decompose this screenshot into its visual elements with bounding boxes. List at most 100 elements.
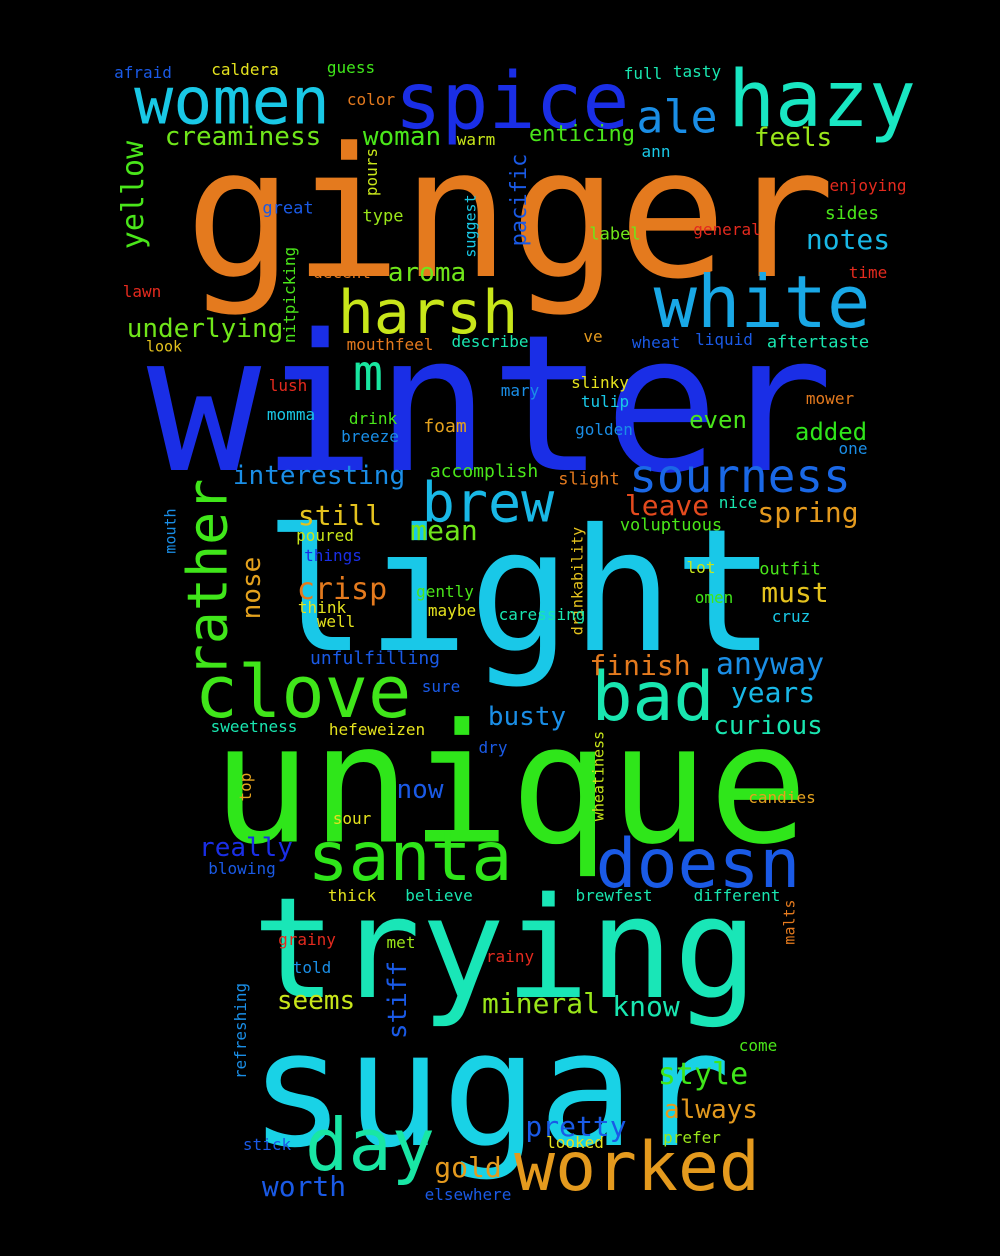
word-nice: nice: [718, 493, 758, 512]
word-pours: pours: [362, 147, 381, 197]
word-slight: slight: [558, 469, 620, 490]
word-style: style: [657, 1057, 749, 1092]
word-things: things: [304, 546, 362, 565]
word-color: color: [346, 90, 396, 109]
word-gold: gold: [434, 1151, 502, 1184]
word-candies: candies: [748, 788, 816, 807]
word-enticing: enticing: [529, 122, 635, 147]
word-lot: lot: [686, 558, 716, 577]
word-worked: worked: [514, 1128, 760, 1207]
word-mary: mary: [500, 381, 540, 400]
word-caldera: caldera: [211, 60, 279, 79]
word-doesn: doesn: [595, 825, 801, 904]
word-breeze: breeze: [341, 427, 399, 446]
word-clove: clove: [194, 650, 412, 734]
word-accomplish: accomplish: [429, 461, 539, 482]
word-years: years: [730, 676, 816, 709]
word-lush: lush: [268, 376, 308, 395]
word-one: one: [838, 439, 868, 458]
word-m: m: [352, 344, 384, 402]
word-voluptuous: voluptuous: [619, 515, 723, 536]
word-busty: busty: [487, 702, 567, 732]
word-finish: finish: [589, 649, 691, 682]
word-interesting: interesting: [232, 461, 406, 491]
word-harsh: harsh: [337, 278, 519, 348]
word-prefer: prefer: [663, 1128, 721, 1147]
word-aroma: aroma: [387, 258, 467, 288]
word-even: even: [689, 406, 747, 434]
word-know: know: [612, 990, 680, 1023]
word-spice: spice: [394, 57, 630, 147]
word-think: think: [297, 598, 347, 617]
word-unique: unique: [211, 688, 809, 881]
word-women: women: [134, 64, 330, 140]
word-elsewhere: elsewhere: [424, 1185, 512, 1204]
word-great: great: [262, 198, 314, 219]
word-anyway: anyway: [715, 647, 825, 682]
word-foam: foam: [423, 416, 467, 437]
word-ve: ve: [583, 327, 603, 346]
word-blowing: blowing: [208, 859, 276, 878]
word-time: time: [848, 263, 888, 282]
word-woman: woman: [362, 122, 442, 152]
word-worth: worth: [261, 1170, 347, 1203]
word-feels: feels: [753, 123, 833, 153]
word-omen: omen: [694, 588, 734, 607]
word-describe: describe: [451, 332, 529, 351]
word-met: met: [386, 933, 416, 952]
word-still: still: [297, 499, 383, 532]
word-caressing: caressing: [498, 605, 586, 624]
word-mower: mower: [805, 389, 855, 408]
word-tasty: tasty: [672, 62, 722, 81]
word-hazy: hazy: [728, 55, 916, 145]
word-lawn: lawn: [122, 282, 162, 301]
word-must: must: [761, 576, 829, 609]
word-sugar: sugar: [249, 996, 731, 1183]
word-mean: mean: [410, 514, 478, 547]
word-underlying: underlying: [126, 314, 284, 344]
word-sour: sour: [332, 809, 372, 828]
word-white: white: [653, 260, 871, 344]
word-guess: guess: [326, 58, 376, 77]
word-drink: drink: [348, 409, 398, 428]
word-warm: warm: [456, 130, 496, 149]
word-rather: rather: [175, 478, 240, 678]
word-come: come: [738, 1036, 778, 1055]
word-wheat: wheat: [631, 333, 681, 352]
word-decent: decent: [313, 263, 371, 282]
word-sourness: sourness: [629, 449, 851, 503]
word-mineral: mineral: [481, 987, 601, 1020]
word-yellow: yellow: [116, 140, 151, 250]
word-tulip: tulip: [580, 392, 630, 411]
word-full: full: [623, 64, 663, 83]
word-grainy: grainy: [278, 930, 336, 949]
word-outfit: outfit: [759, 559, 821, 580]
word-winter: winter: [146, 294, 834, 515]
word-brew: brew: [421, 470, 555, 535]
word-ann: ann: [641, 142, 671, 161]
word-rainy: rainy: [485, 947, 535, 966]
word-mouthfeel: mouthfeel: [346, 335, 434, 354]
word-golden: golden: [575, 420, 633, 439]
word-looked: looked: [546, 1133, 604, 1152]
word-unfulfilling: unfulfilling: [309, 648, 441, 669]
word-suggest: suggest: [461, 194, 480, 258]
word-believe: believe: [405, 886, 473, 905]
word-pretty: pretty: [525, 1110, 627, 1143]
word-light: light: [264, 493, 776, 691]
word-really: really: [199, 833, 293, 863]
word-different: different: [693, 886, 781, 905]
word-sweetness: sweetness: [210, 717, 298, 736]
word-santa: santa: [307, 818, 513, 897]
word-day: day: [304, 1103, 436, 1187]
word-type: type: [362, 206, 404, 227]
word-trying: trying: [252, 868, 758, 1031]
word-enjoying: enjoying: [829, 176, 907, 195]
word-sure: sure: [421, 677, 461, 696]
word-gently: gently: [416, 582, 474, 601]
word-ginger: ginger: [184, 110, 836, 319]
word-general: general: [693, 220, 761, 239]
word-well: well: [316, 612, 356, 631]
word-thick: thick: [327, 886, 377, 905]
word-nose: nose: [237, 556, 267, 620]
